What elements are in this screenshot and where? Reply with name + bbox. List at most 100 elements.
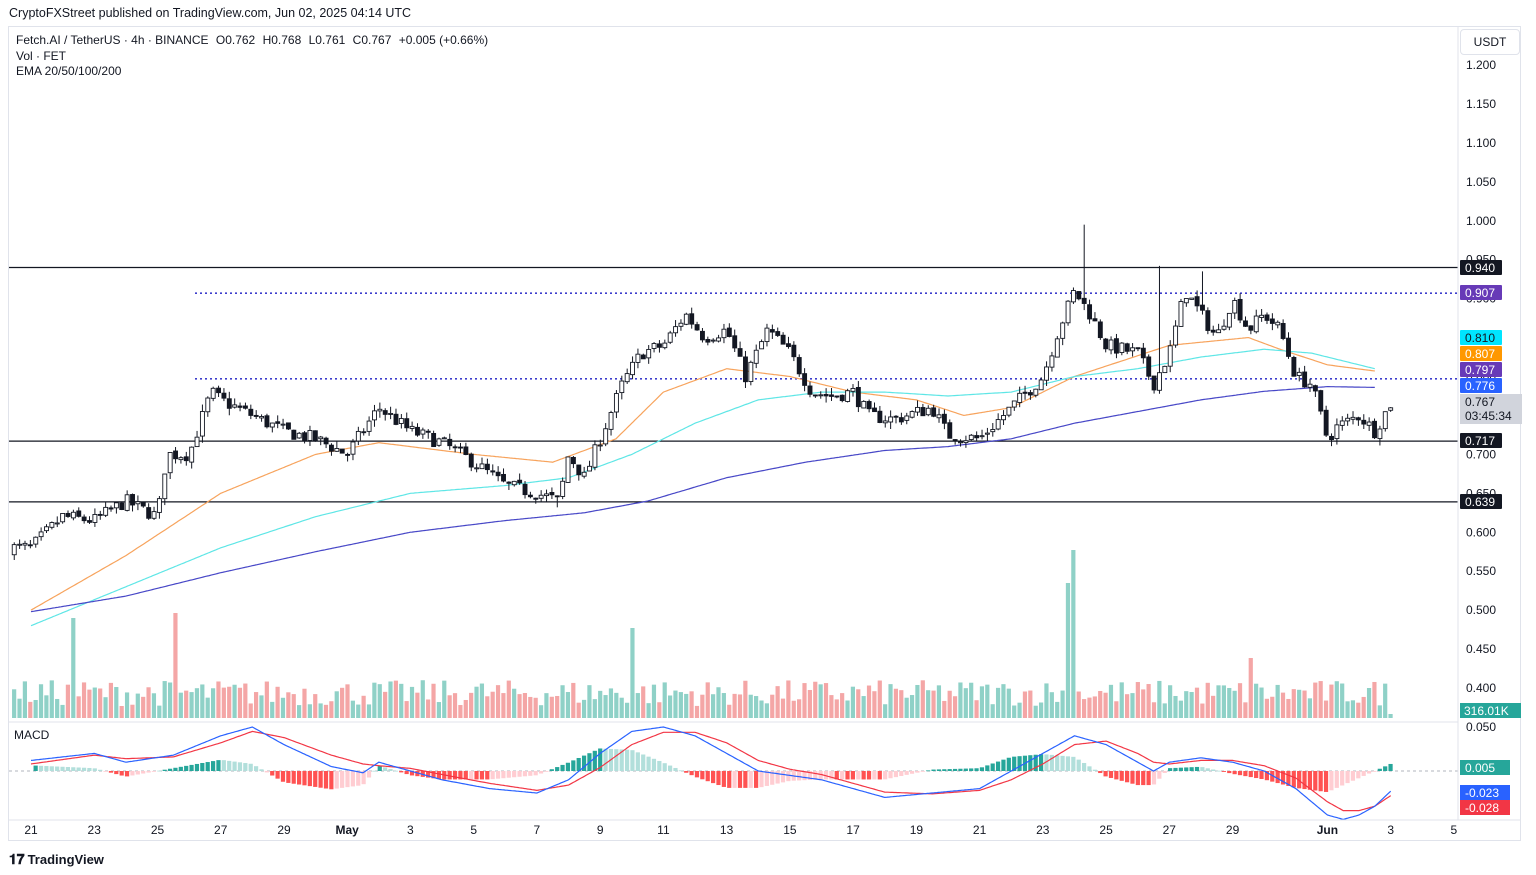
macd-histogram-bar[interactable] <box>775 771 780 784</box>
volume-bar[interactable] <box>1178 700 1183 718</box>
candle-body[interactable] <box>538 494 544 499</box>
macd-histogram-bar[interactable] <box>1345 771 1350 784</box>
price-tag-bg[interactable] <box>1460 346 1502 361</box>
macd-histogram-bar[interactable] <box>1280 771 1286 785</box>
macd-histogram-bar[interactable] <box>662 763 667 771</box>
candle-body[interactable] <box>845 390 851 402</box>
volume-bar[interactable] <box>797 699 802 718</box>
candle-body[interactable] <box>458 446 463 449</box>
volume-bar[interactable] <box>1302 690 1307 718</box>
macd-histogram-bar[interactable] <box>1216 770 1221 772</box>
volume-bar[interactable] <box>1141 689 1146 718</box>
volume-bar[interactable] <box>1184 691 1189 718</box>
volume-bar[interactable] <box>748 694 753 718</box>
candle-body[interactable] <box>495 471 501 477</box>
candle-body[interactable] <box>280 423 286 426</box>
volume-bar[interactable] <box>200 684 205 718</box>
macd-histogram-bar[interactable] <box>141 771 146 774</box>
volume-bar[interactable] <box>1248 658 1253 718</box>
volume-bar[interactable] <box>1049 692 1054 718</box>
macd-histogram-bar[interactable] <box>495 771 501 779</box>
candle-body[interactable] <box>1194 296 1200 307</box>
macd-histogram-bar[interactable] <box>1254 771 1259 779</box>
volume-bar[interactable] <box>1259 687 1264 718</box>
volume-bar[interactable] <box>1366 687 1372 718</box>
volume-bar[interactable] <box>533 697 538 718</box>
macd-histogram-bar[interactable] <box>1237 771 1243 776</box>
volume-bar[interactable] <box>1313 682 1318 718</box>
volume-bar[interactable] <box>770 694 775 718</box>
volume-bar[interactable] <box>313 694 318 718</box>
macd-histogram-bar[interactable] <box>1071 756 1076 771</box>
macd-histogram-bar[interactable] <box>1388 763 1393 771</box>
macd-histogram-bar[interactable] <box>947 769 952 771</box>
candle-body[interactable] <box>1135 347 1141 350</box>
candle-body[interactable] <box>484 463 490 471</box>
volume-bar[interactable] <box>1350 700 1356 718</box>
macd-histogram-bar[interactable] <box>1270 771 1275 782</box>
volume-bar[interactable] <box>587 685 592 718</box>
volume-bar[interactable] <box>1286 698 1291 718</box>
candle-body[interactable] <box>323 437 329 445</box>
ema-line-cyan[interactable] <box>30 348 1375 627</box>
candle-body[interactable] <box>1243 320 1248 327</box>
volume-bar[interactable] <box>275 686 280 718</box>
macd-histogram-bar[interactable] <box>388 769 393 771</box>
candle-body[interactable] <box>372 410 377 421</box>
macd-line[interactable] <box>30 726 1392 821</box>
macd-histogram-bar[interactable] <box>1162 771 1167 773</box>
macd-tag-bg[interactable] <box>1460 785 1510 800</box>
macd-histogram-bar[interactable] <box>834 771 839 780</box>
volume-bar[interactable] <box>1340 683 1345 718</box>
macd-histogram-bar[interactable] <box>678 770 683 772</box>
volume-bar[interactable] <box>356 704 361 718</box>
volume-bar[interactable] <box>936 685 942 718</box>
macd-histogram-bar[interactable] <box>995 761 1001 771</box>
candle-body[interactable] <box>1382 411 1388 430</box>
candle-body[interactable] <box>1232 300 1238 314</box>
price-tag-bg[interactable] <box>1460 494 1502 509</box>
macd-histogram-bar[interactable] <box>361 771 366 785</box>
macd-histogram-bar[interactable] <box>893 771 899 778</box>
macd-histogram-bar[interactable] <box>1297 771 1302 789</box>
candle-body[interactable] <box>275 421 281 424</box>
macd-histogram-bar[interactable] <box>189 764 194 771</box>
macd-histogram-bar[interactable] <box>1189 767 1194 771</box>
candle-body[interactable] <box>710 339 716 342</box>
candle-body[interactable] <box>452 446 458 449</box>
macd-histogram-bar[interactable] <box>1157 771 1162 779</box>
candle-body[interactable] <box>522 483 528 496</box>
candle-body[interactable] <box>490 470 496 473</box>
volume-bar[interactable] <box>931 690 936 718</box>
macd-histogram-bar[interactable] <box>506 771 511 778</box>
macd-histogram-bar[interactable] <box>178 766 183 771</box>
macd-histogram-bar[interactable] <box>1366 771 1372 774</box>
volume-bar[interactable] <box>1151 702 1157 718</box>
volume-bar[interactable] <box>280 697 286 718</box>
volume-bar[interactable] <box>420 680 425 718</box>
macd-histogram-bar[interactable] <box>1307 771 1313 790</box>
macd-histogram-bar[interactable] <box>162 769 167 771</box>
candle-body[interactable] <box>54 522 60 525</box>
candle-body[interactable] <box>646 348 652 359</box>
macd-histogram-bar[interactable] <box>555 767 560 771</box>
volume-bar[interactable] <box>598 690 603 718</box>
volume-tag-bg[interactable] <box>1460 703 1521 718</box>
candle-body[interactable] <box>339 448 345 454</box>
volume-bar[interactable] <box>345 684 350 718</box>
volume-bar[interactable] <box>1345 701 1350 718</box>
volume-bar[interactable] <box>1221 685 1226 718</box>
macd-histogram-bar[interactable] <box>1081 762 1087 771</box>
candle-body[interactable] <box>726 327 732 337</box>
candle-body[interactable] <box>861 400 867 409</box>
volume-bar[interactable] <box>141 696 146 718</box>
candle-body[interactable] <box>743 356 748 383</box>
candle-body[interactable] <box>554 495 560 498</box>
macd-histogram-bar[interactable] <box>297 771 302 785</box>
volume-bar[interactable] <box>823 683 829 718</box>
macd-histogram-bar[interactable] <box>743 771 748 788</box>
macd-histogram-bar[interactable] <box>1184 767 1189 771</box>
volume-bar[interactable] <box>264 681 269 718</box>
volume-bar[interactable] <box>458 705 463 718</box>
macd-histogram-bar[interactable] <box>485 771 490 780</box>
